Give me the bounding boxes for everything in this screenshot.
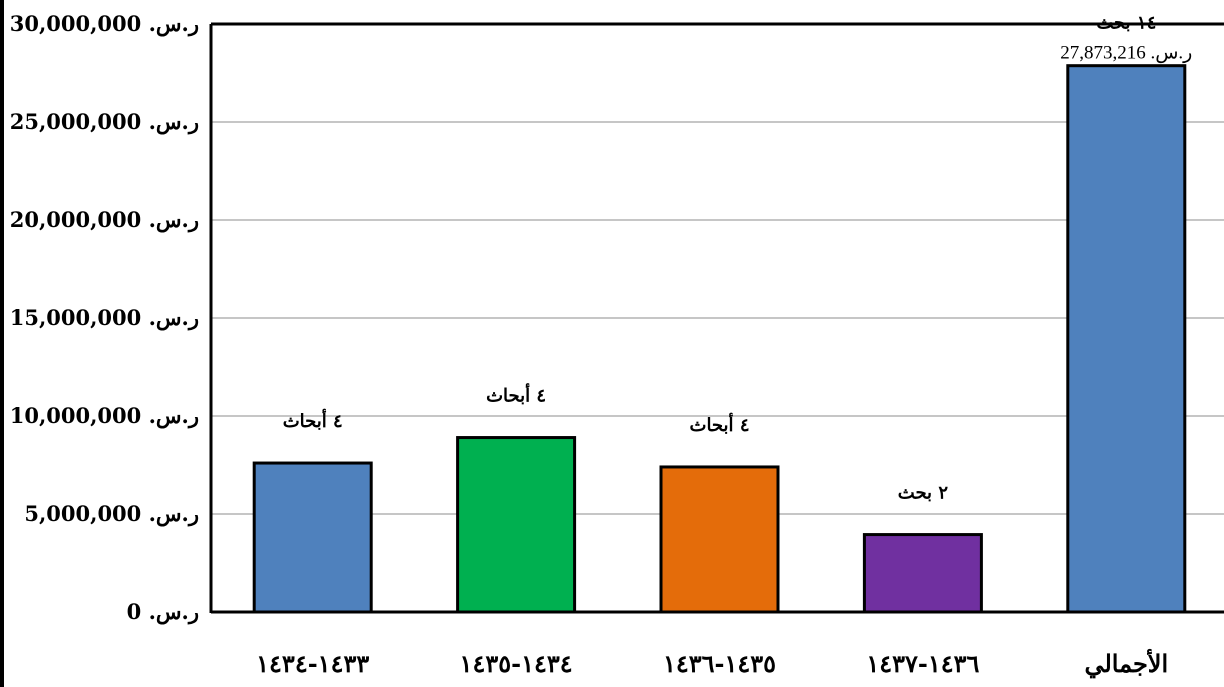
bar-1 <box>252 461 373 614</box>
bar-count-label: ٢ بحث <box>898 483 949 504</box>
y-tick-label: ر.س.‏ 20,000,000 <box>10 207 199 233</box>
y-tick-label: ر.س.‏ 0 <box>127 599 199 625</box>
bar-count-label: ٤ أبحاث <box>486 384 546 407</box>
bar-4 <box>862 533 983 614</box>
bar-chart: ر.س.‏ 0 ر.س.‏ 5,000,000 ر.س.‏ 10,000,000 ر.… <box>10 11 1224 679</box>
bar-3 <box>659 465 780 614</box>
x-tick-label: ١٤٣٦-١٤٣٧ <box>866 649 979 678</box>
y-tick-label: ر.س.‏ 25,000,000 <box>10 109 199 135</box>
y-tick-label: ر.س.‏ 10,000,000 <box>10 403 199 429</box>
bar-5 <box>1066 64 1187 614</box>
bar-value-label: ر.س.‏ 27,873,216 <box>1060 43 1192 64</box>
x-tick-label: الأجمالي <box>1084 647 1168 679</box>
y-tick-label: ر.س.‏ 5,000,000 <box>24 501 199 527</box>
bar-2 <box>456 436 577 614</box>
bar-count-label: ٤ أبحاث <box>690 413 750 436</box>
bar-count-label: ١٤ بحث <box>1096 13 1156 34</box>
x-tick-label: ١٤٣٥-١٤٣٦ <box>663 649 776 678</box>
y-tick-label: ر.س.‏ 30,000,000 <box>10 11 199 37</box>
x-tick-label: ١٤٣٣-١٤٣٤ <box>256 649 369 678</box>
bar-count-label: ٤ أبحاث <box>283 409 343 432</box>
y-tick-label: ر.س.‏ 15,000,000 <box>10 305 199 331</box>
x-tick-label: ١٤٣٤-١٤٣٥ <box>460 649 573 678</box>
